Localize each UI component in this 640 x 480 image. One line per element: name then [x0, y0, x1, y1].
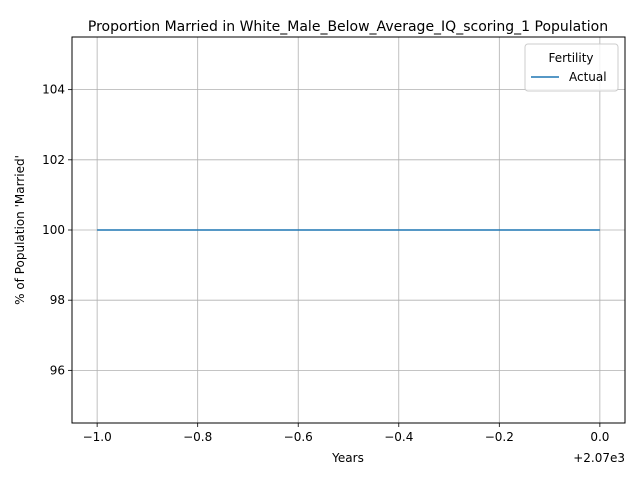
legend: Fertility Actual: [524, 43, 619, 92]
y-tick-label: 104: [42, 83, 65, 97]
x-axis-offset-label: +2.07e3: [573, 451, 625, 465]
x-tick-label: −0.2: [485, 430, 514, 444]
x-tick-label: 0.0: [590, 430, 609, 444]
x-tick-label: −0.8: [183, 430, 212, 444]
chart-title: Proportion Married in White_Male_Below_A…: [88, 19, 608, 35]
axis-ticks: −1.0 −0.8 −0.6 −0.4 −0.2 0.0 96 98 100 102 104: [42, 83, 609, 444]
legend-label-actual: Actual: [569, 70, 607, 84]
legend-title: Fertility: [548, 51, 593, 65]
y-tick-label: 102: [42, 153, 65, 167]
x-tick-label: −0.6: [284, 430, 313, 444]
legend-box: [524, 43, 619, 92]
x-tick-label: −1.0: [83, 430, 112, 444]
y-axis-label: % of Population 'Married': [13, 155, 27, 305]
y-tick-label: 100: [42, 223, 65, 237]
y-tick-label: 96: [50, 363, 65, 377]
x-tick-label: −0.4: [384, 430, 413, 444]
y-tick-label: 98: [50, 293, 65, 307]
x-axis-label: Years: [331, 451, 364, 465]
